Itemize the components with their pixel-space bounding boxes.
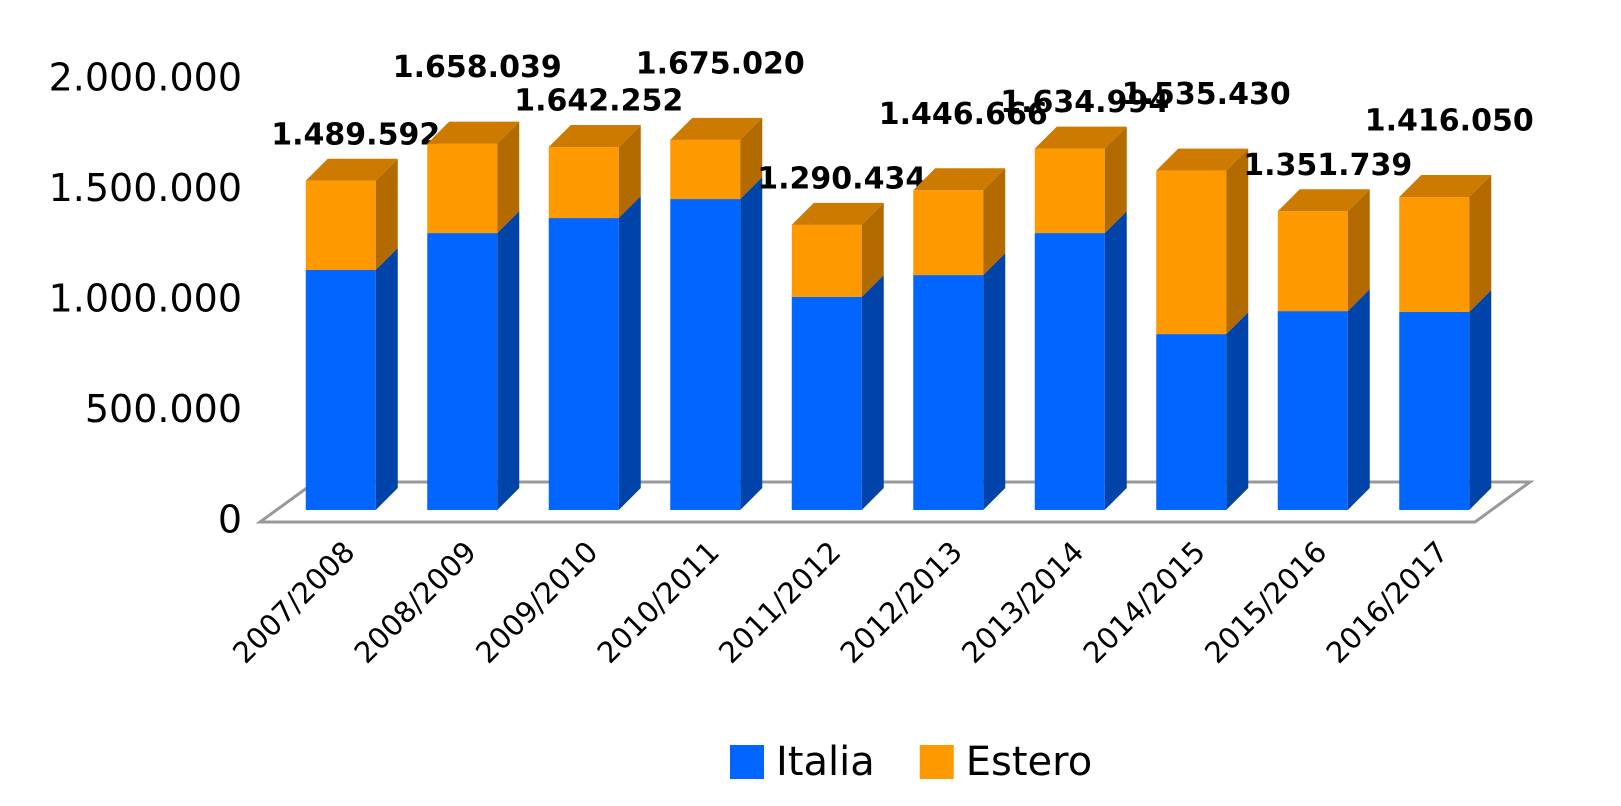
bar-segment bbox=[1034, 233, 1105, 510]
total-label: 1.634.994 bbox=[1000, 85, 1169, 120]
bar-side bbox=[861, 202, 884, 297]
bar-top bbox=[1034, 126, 1127, 149]
bar-segment bbox=[1034, 148, 1105, 234]
bar-top bbox=[305, 158, 398, 181]
bar-segment bbox=[1156, 170, 1227, 335]
bar-top bbox=[548, 125, 641, 148]
bar-segment bbox=[1399, 197, 1470, 312]
bar-segment bbox=[548, 147, 619, 219]
bar-top bbox=[427, 121, 520, 144]
legend-label: Italia bbox=[776, 739, 875, 785]
legend-swatch bbox=[730, 745, 764, 779]
total-label: 1.658.039 bbox=[393, 50, 562, 85]
x-tick-label: 2009/2010 bbox=[469, 535, 604, 670]
bar-top bbox=[1399, 175, 1492, 198]
bar-segment bbox=[791, 296, 862, 510]
bar-segment bbox=[305, 180, 376, 270]
y-tick-label: 500.000 bbox=[85, 387, 242, 431]
bar-segment bbox=[427, 233, 498, 510]
bar-segment bbox=[548, 218, 619, 510]
x-tick-label: 2011/2012 bbox=[712, 535, 847, 670]
bar-top bbox=[1277, 189, 1370, 212]
bar-segment bbox=[1156, 334, 1227, 510]
total-label: 1.489.592 bbox=[271, 117, 440, 152]
bar-side bbox=[1104, 126, 1127, 234]
bar-top bbox=[670, 117, 763, 140]
bar-side bbox=[983, 168, 1006, 276]
legend-label: Estero bbox=[966, 739, 1092, 785]
y-tick-label: 1.500.000 bbox=[49, 166, 242, 210]
bar-side bbox=[1226, 148, 1249, 335]
bar-top bbox=[1156, 148, 1249, 171]
bar-side bbox=[740, 177, 763, 511]
bar-side bbox=[1226, 312, 1249, 510]
y-tick-label: 2.000.000 bbox=[49, 56, 242, 100]
bar-side bbox=[375, 158, 398, 270]
x-tick-label: 2013/2014 bbox=[955, 535, 1090, 670]
bar-side bbox=[1469, 175, 1492, 312]
y-tick-label: 1.000.000 bbox=[49, 277, 242, 321]
total-label: 1.535.430 bbox=[1122, 77, 1291, 112]
y-tick-label: 0 bbox=[218, 498, 242, 542]
x-tick-label: 2014/2015 bbox=[1077, 535, 1212, 670]
total-label: 1.642.252 bbox=[514, 84, 683, 119]
bar-side bbox=[497, 121, 520, 234]
bar-segment bbox=[670, 199, 741, 511]
x-tick-label: 2016/2017 bbox=[1320, 535, 1455, 670]
x-tick-label: 2007/2008 bbox=[226, 535, 361, 670]
total-label: 1.675.020 bbox=[636, 46, 805, 81]
bar-segment bbox=[305, 269, 376, 510]
total-label: 1.446.666 bbox=[879, 97, 1048, 132]
bar-segment bbox=[913, 275, 984, 510]
bar-segment bbox=[427, 143, 498, 234]
bar-segment bbox=[1277, 311, 1348, 510]
bar-side bbox=[861, 274, 884, 510]
bar-segment bbox=[913, 190, 984, 276]
bar-side bbox=[740, 117, 763, 200]
bar-segment bbox=[1277, 211, 1348, 312]
bar-side bbox=[497, 211, 520, 510]
bar-side bbox=[618, 196, 641, 510]
total-label: 1.416.050 bbox=[1365, 104, 1534, 139]
x-tick-label: 2008/2009 bbox=[348, 535, 483, 670]
bar-top bbox=[791, 202, 884, 225]
bar-side bbox=[1469, 289, 1492, 510]
bar-side bbox=[618, 125, 641, 219]
bar-side bbox=[375, 247, 398, 510]
total-label: 1.290.434 bbox=[757, 161, 926, 196]
bar-segment bbox=[670, 139, 741, 200]
bar-segment bbox=[1399, 311, 1470, 510]
x-tick-label: 2015/2016 bbox=[1198, 535, 1333, 670]
bar-side bbox=[983, 253, 1006, 510]
x-tick-label: 2012/2013 bbox=[834, 535, 969, 670]
x-tick-label: 2010/2011 bbox=[591, 535, 726, 670]
bar-side bbox=[1347, 289, 1370, 510]
legend-swatch bbox=[919, 745, 954, 779]
bar-side bbox=[1347, 189, 1370, 312]
bar-top bbox=[913, 168, 1006, 191]
bar-segment bbox=[791, 224, 862, 297]
bar-side bbox=[1104, 211, 1127, 510]
total-label: 1.351.739 bbox=[1243, 148, 1412, 183]
